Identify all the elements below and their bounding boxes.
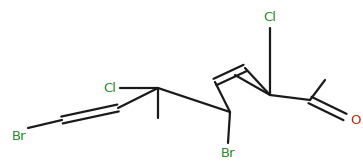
Text: Br: Br [11, 130, 26, 143]
Text: Cl: Cl [103, 81, 116, 94]
Text: Cl: Cl [264, 11, 277, 24]
Text: Br: Br [221, 147, 235, 160]
Text: O: O [350, 114, 360, 127]
